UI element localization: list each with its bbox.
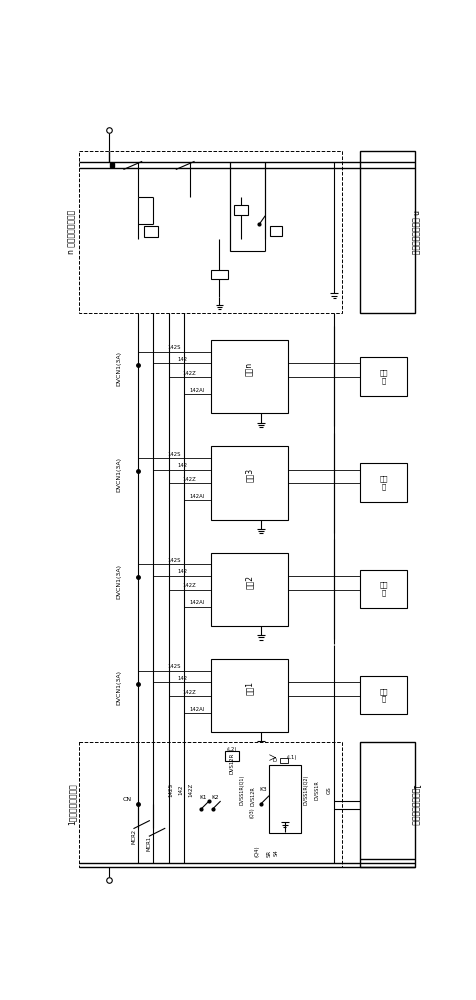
Text: n 车左侧开关门整端: n 车左侧开关门整端: [67, 210, 76, 254]
Text: K1: K1: [199, 795, 207, 800]
Text: 142AI: 142AI: [189, 494, 205, 499]
Text: 142S: 142S: [167, 558, 181, 563]
Text: MCR2: MCR2: [131, 829, 136, 844]
Text: K3: K3: [259, 787, 267, 792]
Text: 门控2: 门控2: [245, 575, 253, 589]
Text: 142AI: 142AI: [189, 600, 205, 605]
Text: (L1): (L1): [286, 755, 297, 760]
Bar: [210, 553, 288, 626]
Text: 142S: 142S: [168, 783, 173, 797]
Text: 142: 142: [178, 785, 183, 795]
Bar: [359, 151, 414, 312]
Text: 门控1: 门控1: [245, 681, 253, 695]
Text: SR: SR: [266, 850, 271, 857]
Text: 142: 142: [177, 463, 187, 468]
Text: 142Z: 142Z: [182, 690, 196, 695]
Text: 142Z: 142Z: [182, 583, 196, 588]
Text: K2: K2: [210, 795, 218, 800]
Bar: [210, 659, 288, 732]
Bar: [359, 742, 414, 867]
Text: 142S: 142S: [167, 452, 181, 457]
Bar: [359, 570, 407, 608]
Text: GS: GS: [326, 786, 331, 794]
Bar: [359, 463, 407, 502]
Text: 门控
整: 门控 整: [378, 476, 387, 490]
Text: (Q3): (Q3): [249, 808, 255, 818]
Bar: [270, 226, 281, 235]
Text: DVSS1R(Q2): DVSS1R(Q2): [303, 775, 307, 805]
Bar: [268, 765, 300, 833]
Bar: [224, 751, 238, 761]
Text: 1车右侧开关门整端: 1车右侧开关门整端: [67, 784, 76, 825]
Bar: [234, 205, 248, 215]
Text: DVSS1R: DVSS1R: [314, 780, 319, 800]
Text: 门控3: 门控3: [245, 468, 253, 482]
Text: 门控
整: 门控 整: [378, 369, 387, 384]
Bar: [210, 270, 228, 279]
Text: DVS12R: DVS12R: [229, 753, 234, 774]
Text: DVS12R: DVS12R: [249, 786, 255, 806]
Text: 142S: 142S: [167, 664, 181, 669]
Text: 142: 142: [177, 357, 187, 362]
Text: MCR1: MCR1: [147, 836, 151, 851]
Text: 142Z: 142Z: [182, 371, 196, 376]
Text: 142S: 142S: [167, 345, 181, 350]
Bar: [210, 446, 288, 520]
Text: 142Z: 142Z: [188, 783, 193, 797]
Text: 门控n: 门控n: [245, 362, 253, 376]
Bar: [79, 151, 341, 312]
Text: (L2): (L2): [226, 747, 237, 752]
Text: 142AI: 142AI: [189, 388, 205, 393]
Bar: [280, 758, 288, 763]
Text: DVCN1(3A): DVCN1(3A): [116, 564, 121, 599]
Text: (Q4): (Q4): [254, 846, 259, 857]
Text: D: D: [272, 758, 277, 763]
Text: n 车左侧开关门整端: n 车左侧开关门整端: [410, 210, 418, 254]
Text: 142AI: 142AI: [189, 707, 205, 712]
Text: DVCN1(3A): DVCN1(3A): [116, 670, 121, 705]
Bar: [210, 340, 288, 413]
Bar: [359, 676, 407, 714]
Text: DVSS1R(Q1): DVSS1R(Q1): [239, 775, 244, 805]
Text: DVCN1(3A): DVCN1(3A): [116, 457, 121, 492]
Bar: [144, 226, 158, 237]
Bar: [359, 357, 407, 396]
Text: S4: S4: [273, 850, 278, 856]
Text: 142: 142: [177, 569, 187, 574]
Text: 142Z: 142Z: [182, 477, 196, 482]
Text: CN: CN: [122, 797, 131, 802]
Bar: [79, 742, 341, 867]
Text: 142: 142: [177, 676, 187, 681]
Text: 门控
整: 门控 整: [378, 688, 387, 702]
Text: 1车左侧开关门整端: 1车左侧开关门整端: [410, 784, 418, 825]
Text: 门控
整: 门控 整: [378, 582, 387, 596]
Text: DVCN1(3A): DVCN1(3A): [116, 351, 121, 386]
